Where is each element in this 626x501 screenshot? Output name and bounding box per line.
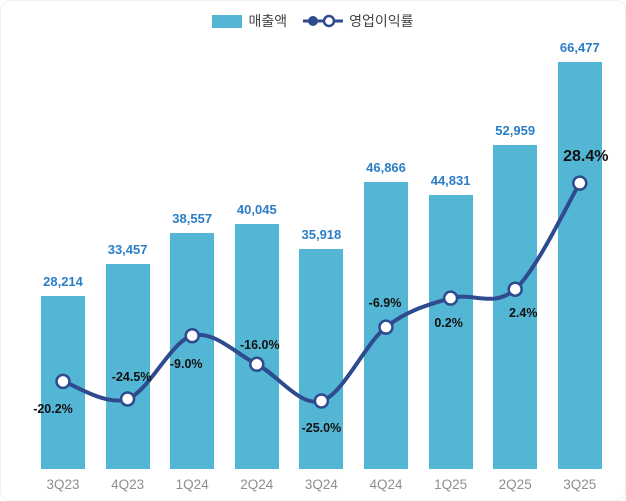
revenue-bar [364,182,408,469]
category-axis-label: 3Q25 [563,477,597,492]
legend-label-revenue: 매출액 [248,13,288,29]
legend-item-revenue: 매출액 [212,11,287,31]
margin-value-label: -25.0% [301,421,342,435]
legend-item-margin: 영업이익률 [303,11,414,31]
revenue-value-label: 28,214 [43,274,83,290]
category-axis-label: 3Q24 [304,477,338,492]
margin-line-swatch-icon [303,14,344,28]
legend-label-margin: 영업이익률 [349,13,414,29]
category-axis-label: 4Q23 [111,477,145,492]
revenue-value-label: 52,959 [495,122,536,138]
margin-value-label: -20.2% [33,402,73,417]
revenue-bar [170,232,215,469]
margin-value-label: 2.4% [508,306,538,321]
revenue-value-label: 40,045 [236,201,277,217]
revenue-value-label: 66,477 [559,40,600,55]
margin-value-label: -16.0% [239,338,280,353]
revenue-value-label: 35,918 [301,227,342,243]
margin-value-label: -9.0% [169,356,203,371]
revenue-value-label: 44,831 [430,172,471,188]
category-axis-label: 1Q25 [434,477,468,492]
revenue-value-label: 46,866 [366,160,406,176]
revenue-bar-swatch [212,14,243,28]
category-axis-label: 3Q23 [46,477,80,492]
margin-value-label: 28.4% [563,148,609,166]
revenue-value-label: 38,557 [172,210,213,226]
margin-value-label: -24.5% [111,369,152,384]
revenue-bar [428,194,473,469]
chart-legend: 매출액 영업이익률 [1,11,625,31]
category-axis-label: 4Q24 [369,477,403,492]
revenue-value-label: 33,457 [107,242,148,258]
category-axis-label: 2Q24 [240,477,274,492]
revenue-bar [105,264,150,469]
category-axis-label: 1Q24 [175,477,209,492]
margin-value-label: -6.9% [368,296,402,311]
revenue-bar [557,62,602,469]
revenue-bar [299,249,344,469]
revenue-bar [41,296,85,469]
margin-value-label: 0.2% [434,316,463,331]
category-axis-label: 2Q25 [498,477,532,492]
